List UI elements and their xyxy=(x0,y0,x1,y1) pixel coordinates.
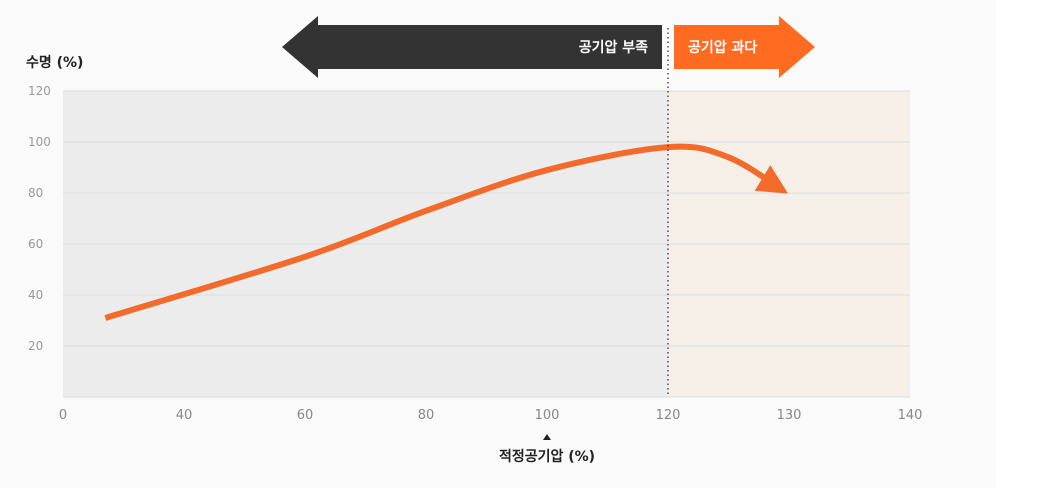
y-tick-label: 20 xyxy=(28,339,43,353)
x-tick-label: 130 xyxy=(777,408,802,423)
x-tick-label: 80 xyxy=(418,408,435,423)
underinflation-arrow xyxy=(282,16,662,78)
x-axis-marker-triangle xyxy=(543,434,551,440)
x-tick-label: 120 xyxy=(656,408,681,423)
x-tick-label: 40 xyxy=(176,408,193,423)
y-tick-label: 120 xyxy=(28,84,51,98)
y-tick-label: 100 xyxy=(28,135,51,149)
x-tick-label: 140 xyxy=(898,408,923,423)
overinflation-label: 공기압 과다 xyxy=(688,40,757,56)
y-tick-label: 60 xyxy=(28,237,43,251)
series-line-0 xyxy=(104,143,789,321)
x-tick-label: 100 xyxy=(535,408,560,423)
x-axis-title: 적정공기압 (%) xyxy=(499,448,595,465)
y-axis-title: 수명 (%) xyxy=(26,54,83,71)
y-tick-label: 80 xyxy=(28,186,43,200)
x-tick-label: 60 xyxy=(297,408,314,423)
underinflation-label: 공기압 부족 xyxy=(579,40,648,56)
y-tick-label: 40 xyxy=(28,288,43,302)
overinflation-arrow xyxy=(674,16,815,78)
x-tick-label: 0 xyxy=(59,408,67,423)
